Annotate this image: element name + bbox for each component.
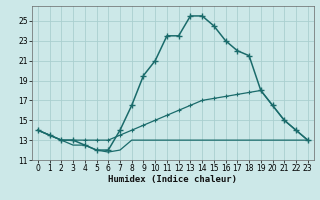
X-axis label: Humidex (Indice chaleur): Humidex (Indice chaleur) — [108, 175, 237, 184]
